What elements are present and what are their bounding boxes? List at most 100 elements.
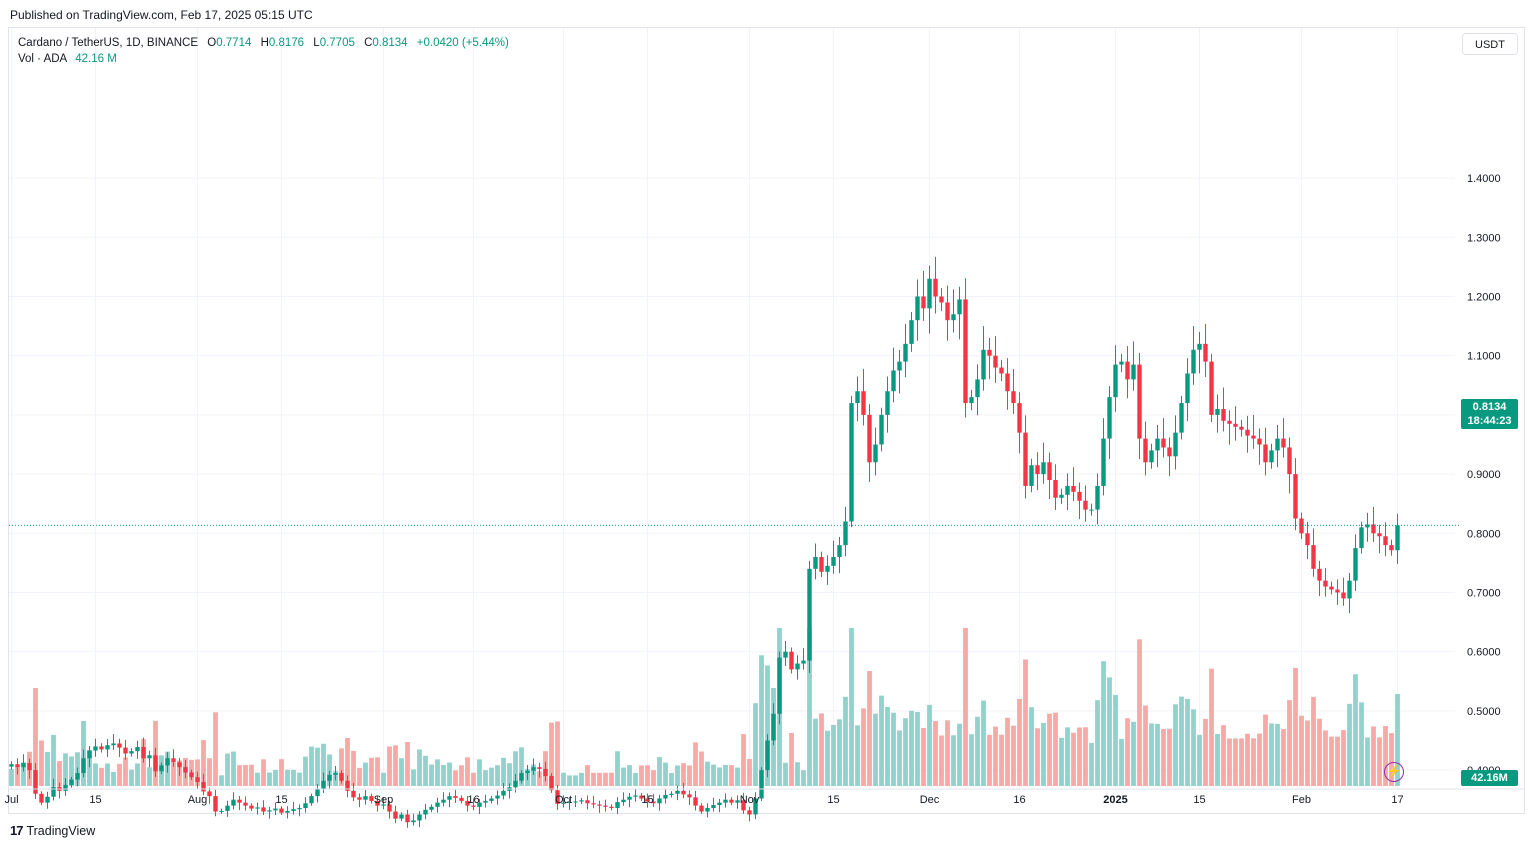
candle-body bbox=[867, 414, 872, 463]
candle-body bbox=[759, 770, 764, 799]
symbol-title[interactable]: Cardano / TetherUS, 1D, BINANCE bbox=[18, 37, 199, 49]
volume-bar bbox=[849, 628, 854, 786]
candle-body bbox=[753, 798, 758, 815]
candle-body bbox=[525, 770, 530, 774]
candle-body bbox=[777, 657, 782, 714]
volume-bar bbox=[1359, 702, 1364, 786]
volume-bar bbox=[1077, 727, 1082, 786]
candle-body bbox=[1341, 592, 1346, 599]
candle-body bbox=[99, 746, 104, 750]
x-tick-label: Aug bbox=[188, 794, 208, 806]
candle-body bbox=[1035, 465, 1040, 475]
candle-body bbox=[447, 796, 452, 800]
candle-body bbox=[1239, 426, 1244, 430]
volume-bar bbox=[99, 767, 104, 786]
volume-bar bbox=[291, 769, 296, 786]
candle-body bbox=[597, 804, 602, 806]
volume-bar bbox=[1071, 732, 1076, 786]
footer-brand[interactable]: 17 TradingView bbox=[10, 823, 95, 838]
volume-bar bbox=[477, 759, 482, 786]
volume-bar bbox=[903, 718, 908, 786]
candle-body bbox=[789, 651, 794, 670]
volume-bar bbox=[759, 655, 764, 786]
volume-bar bbox=[69, 756, 74, 786]
volume-bar bbox=[57, 761, 62, 786]
candle-body bbox=[1083, 500, 1088, 510]
candle-body bbox=[615, 802, 620, 808]
volume-bar bbox=[87, 750, 92, 786]
candle-body bbox=[621, 799, 626, 803]
volume-bar bbox=[303, 756, 308, 786]
candle-body bbox=[1311, 545, 1316, 569]
y-tick-label: 0.9000 bbox=[1467, 469, 1501, 481]
volume-bar bbox=[1281, 728, 1286, 786]
volume-bar bbox=[597, 772, 602, 786]
volume-bar bbox=[1107, 677, 1112, 786]
volume-bar bbox=[489, 767, 494, 786]
volume-bar bbox=[1095, 700, 1100, 786]
candle-body bbox=[1179, 403, 1184, 433]
candle-body bbox=[129, 751, 134, 754]
volume-bar bbox=[957, 723, 962, 786]
volume-bar bbox=[207, 758, 212, 786]
volume-bar bbox=[501, 757, 506, 786]
volume-bar bbox=[963, 628, 968, 786]
candle-body bbox=[39, 793, 44, 803]
candle-body bbox=[843, 521, 848, 546]
volume-bar bbox=[615, 751, 620, 786]
volume-bar bbox=[1245, 733, 1250, 786]
volume-bar bbox=[537, 771, 542, 786]
candle-body bbox=[537, 767, 542, 769]
volume-bar bbox=[711, 764, 716, 786]
candle-body bbox=[69, 779, 74, 785]
candle-body bbox=[645, 798, 650, 802]
volume-bar bbox=[9, 768, 14, 786]
bar-countdown: 18:44:23 bbox=[1467, 415, 1512, 427]
x-tick-label: 15 bbox=[827, 794, 839, 806]
volume-bar bbox=[801, 770, 806, 786]
candle-body bbox=[1101, 438, 1106, 486]
candle-body bbox=[63, 784, 68, 791]
candle-body bbox=[477, 802, 482, 807]
candle-body bbox=[135, 747, 140, 752]
low-value: 0.7705 bbox=[319, 37, 355, 49]
volume-bar bbox=[219, 775, 224, 786]
chart-frame bbox=[8, 27, 1525, 814]
volume-label[interactable]: Vol · ADA bbox=[18, 53, 68, 65]
volume-bar bbox=[447, 762, 452, 786]
volume-bar bbox=[1215, 734, 1220, 786]
volume-bar bbox=[975, 716, 980, 786]
candle-body bbox=[1095, 485, 1100, 510]
volume-bar bbox=[357, 767, 362, 786]
volume-bar bbox=[387, 746, 392, 786]
volume-bar bbox=[555, 721, 560, 786]
volume-bar bbox=[1347, 703, 1352, 786]
candle-body bbox=[393, 811, 398, 819]
lightning-icon[interactable]: ⚡ bbox=[1384, 762, 1404, 782]
candle-body bbox=[831, 556, 836, 566]
candle-body bbox=[849, 403, 854, 522]
volume-bar bbox=[459, 765, 464, 786]
candle-body bbox=[1323, 580, 1328, 587]
candle-body bbox=[387, 804, 392, 812]
candle-body bbox=[519, 773, 524, 781]
volume-bar bbox=[1299, 715, 1304, 786]
candle-body bbox=[297, 807, 302, 810]
volume-bar bbox=[1035, 728, 1040, 786]
candle-body bbox=[861, 391, 866, 415]
volume-bar bbox=[687, 765, 692, 786]
candle-body bbox=[1257, 438, 1262, 445]
volume-bar bbox=[1341, 730, 1346, 786]
candle-body bbox=[411, 820, 416, 823]
candle-body bbox=[1389, 545, 1394, 551]
volume-bar bbox=[1305, 720, 1310, 786]
last-price-value: 0.8134 bbox=[1472, 401, 1507, 413]
volume-bar bbox=[1335, 736, 1340, 786]
volume-bar bbox=[249, 764, 254, 786]
currency-button[interactable]: USDT bbox=[1462, 33, 1518, 55]
candle-body bbox=[1329, 586, 1334, 590]
volume-bar bbox=[1353, 674, 1358, 786]
candle-body bbox=[381, 804, 386, 806]
candle-body bbox=[429, 806, 434, 810]
